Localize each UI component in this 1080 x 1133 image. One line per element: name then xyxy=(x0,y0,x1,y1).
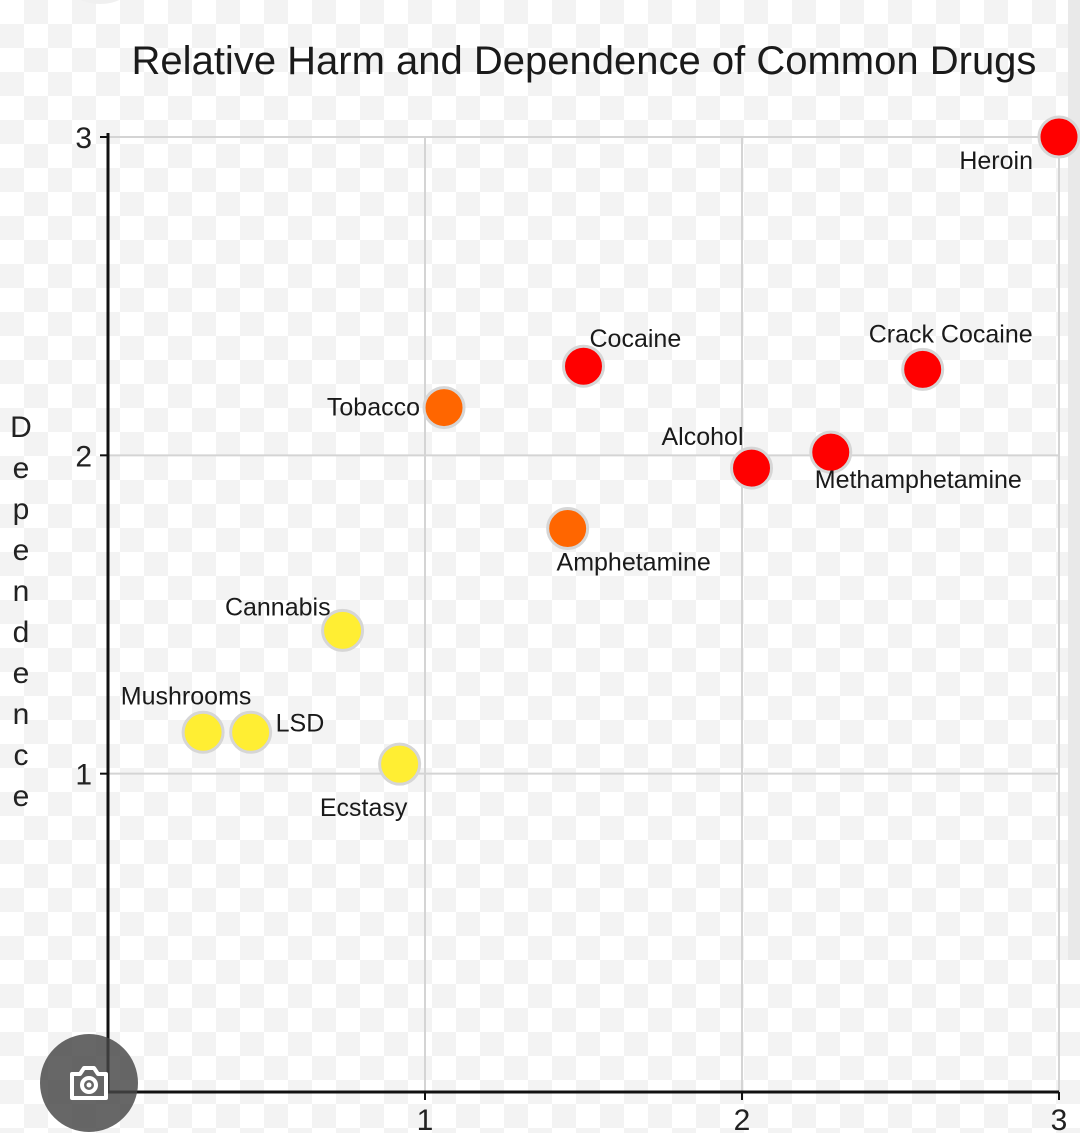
y-tick-label: 1 xyxy=(75,759,92,792)
tick-labels: 1 2 3 1 2 3 xyxy=(75,122,1067,1133)
data-point xyxy=(229,710,273,754)
x-tick-label: 1 xyxy=(417,1104,434,1133)
point-label: Alcohol xyxy=(662,423,744,451)
visual-search-button[interactable] xyxy=(40,1034,138,1132)
chart-title: Relative Harm and Dependence of Common D… xyxy=(132,39,1037,83)
data-point xyxy=(1037,115,1080,159)
point-label: Crack Cocaine xyxy=(869,320,1033,348)
data-point xyxy=(321,608,365,652)
point-label: Amphetamine xyxy=(557,549,711,577)
grid-lines xyxy=(108,136,1060,1092)
point-label: Methamphetamine xyxy=(815,466,1022,494)
axes xyxy=(100,133,1060,1100)
point-labels: Heroin Cocaine Crack Cocaine Tobacco Alcohol… xyxy=(121,147,1033,822)
point-label: LSD xyxy=(276,709,325,737)
point-label: Tobacco xyxy=(327,394,420,422)
data-point xyxy=(378,742,422,786)
y-tick-label: 2 xyxy=(75,440,92,473)
data-points xyxy=(181,115,1080,786)
point-label: Cannabis xyxy=(225,593,331,621)
point-label: Ecstasy xyxy=(320,794,408,822)
point-label: Cocaine xyxy=(590,325,682,353)
point-label: Heroin xyxy=(959,147,1033,175)
point-label: Mushrooms xyxy=(121,682,252,710)
data-point xyxy=(181,710,225,754)
data-point xyxy=(901,347,945,391)
data-point xyxy=(730,446,774,490)
camera-search-icon xyxy=(70,1066,108,1100)
x-tick-label: 3 xyxy=(1051,1104,1068,1133)
data-point xyxy=(562,344,605,388)
y-tick-label: 3 xyxy=(75,122,92,155)
data-point xyxy=(422,386,466,430)
top-corner-shape xyxy=(70,0,130,4)
data-point xyxy=(546,507,590,551)
data-point xyxy=(809,430,853,474)
x-tick-label: 2 xyxy=(734,1104,751,1133)
right-edge-shade xyxy=(1068,0,1080,960)
